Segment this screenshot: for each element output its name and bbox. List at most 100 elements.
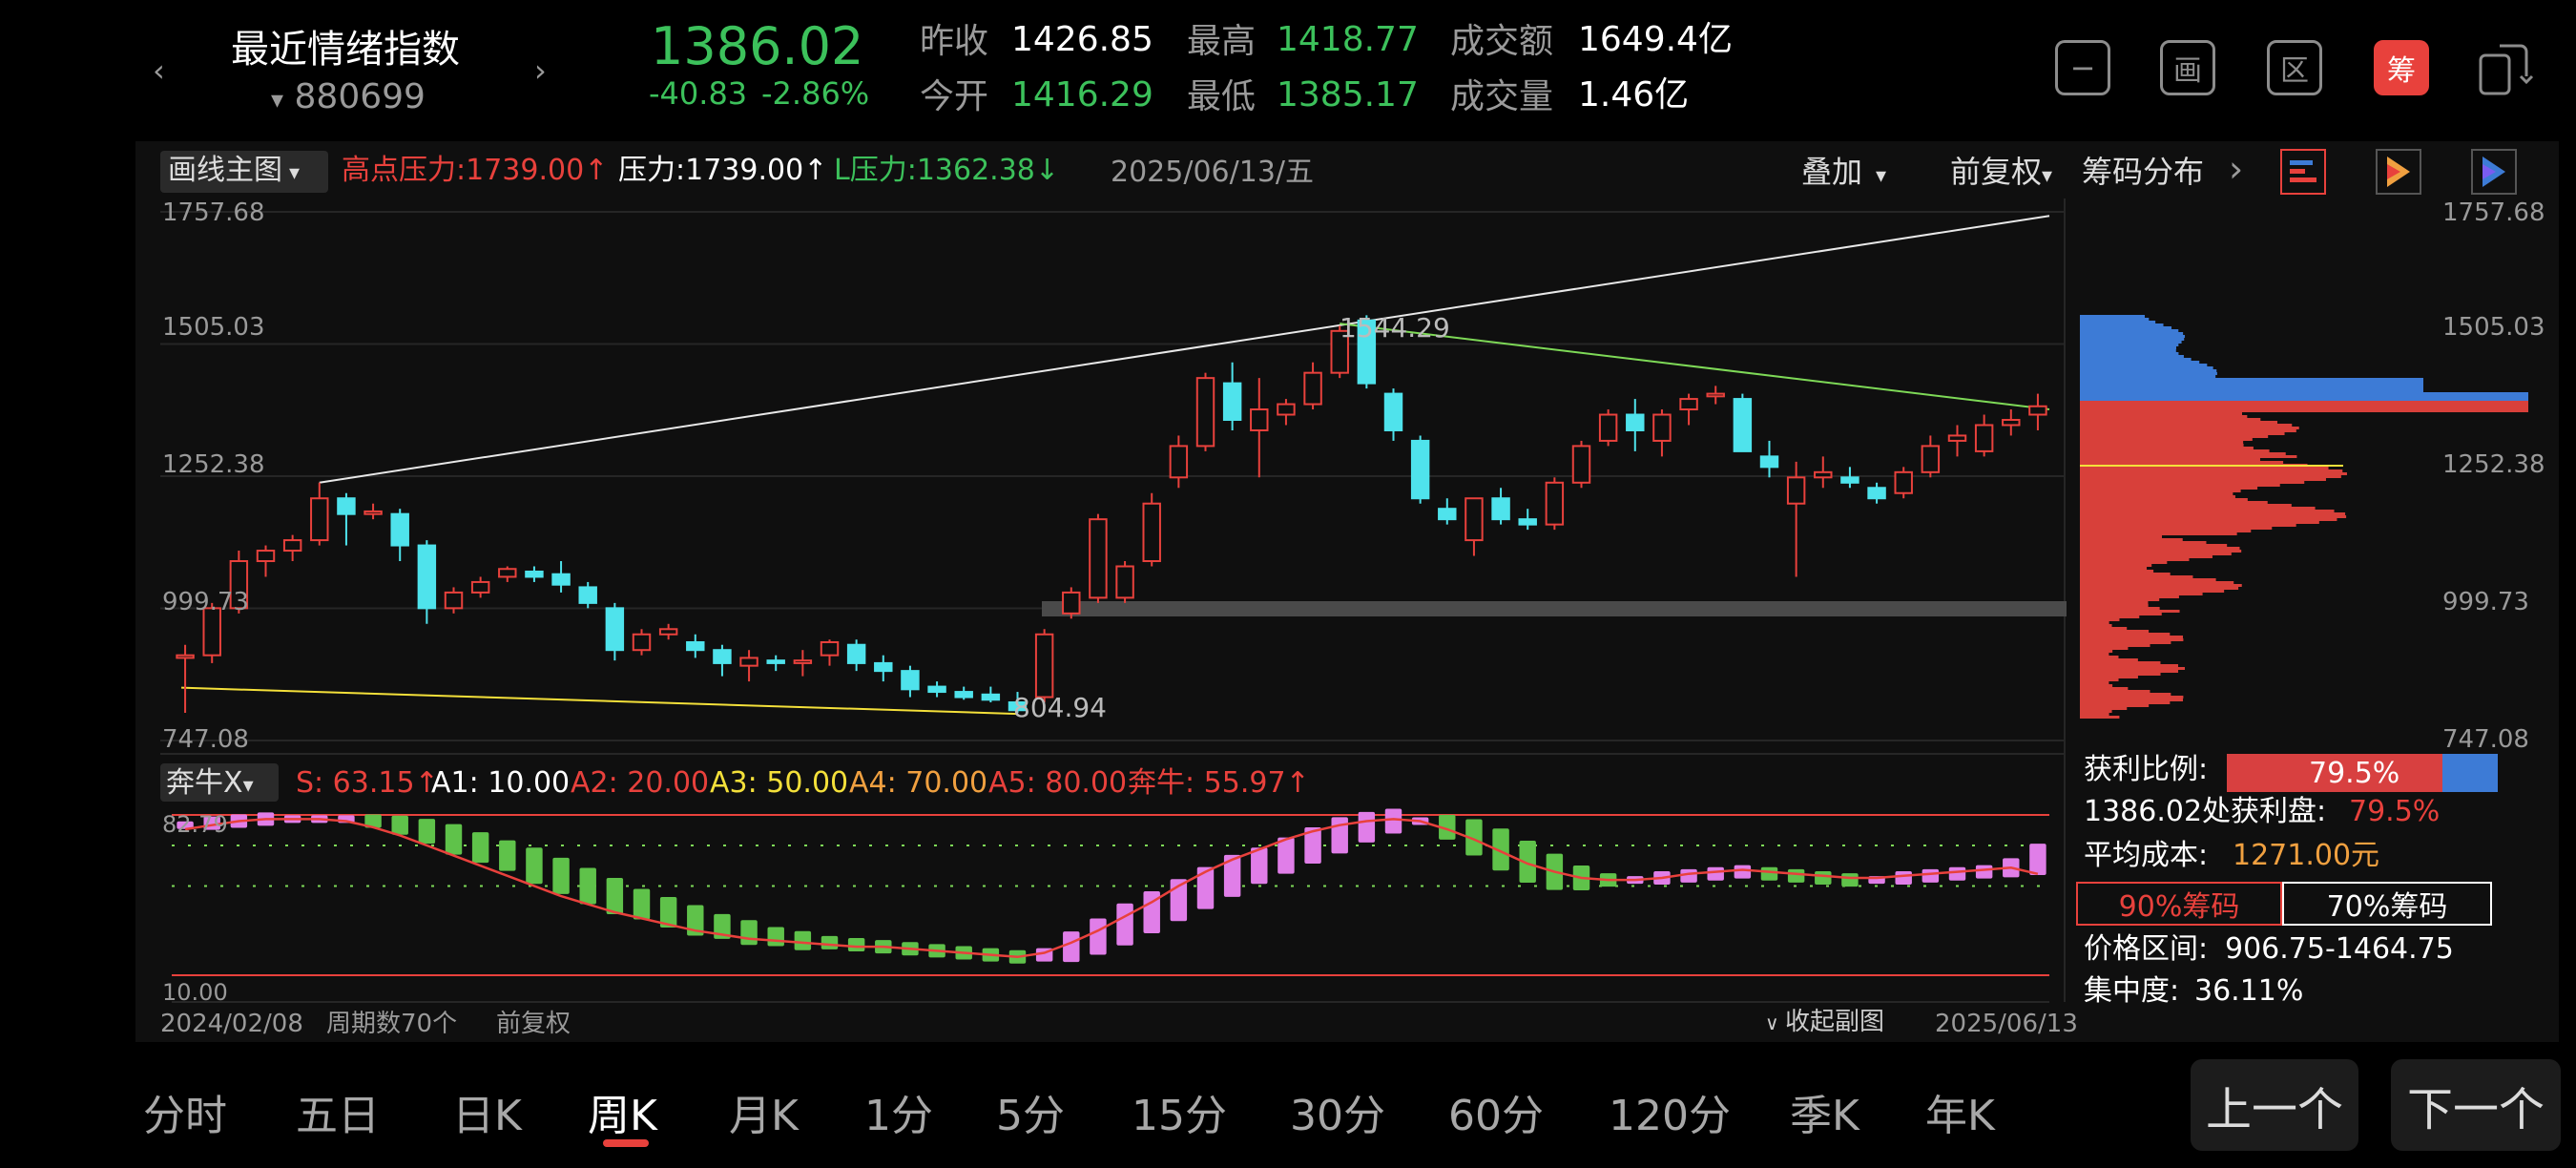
indicator-name[interactable]: 奔牛X▾	[166, 766, 254, 800]
candle-body	[525, 570, 544, 578]
candle-body	[713, 649, 732, 664]
main-chart-label[interactable]: 画线主图 ▾	[168, 154, 301, 187]
support-zone-band	[1042, 601, 2067, 616]
chip-bar	[2080, 495, 2235, 498]
tab-60min[interactable]: 60分	[1448, 1092, 1544, 1140]
prev-button[interactable]: 上一个	[2191, 1059, 2358, 1151]
tab-1min[interactable]: 1分	[864, 1092, 933, 1140]
range-button[interactable]: 区	[2267, 40, 2322, 95]
indicator-bar	[391, 815, 408, 835]
chip-bar	[2080, 447, 2254, 449]
profit-at-value: 79.5%	[2349, 795, 2441, 828]
chip-bar	[2080, 532, 2237, 535]
tab-week-k[interactable]: 周K	[588, 1092, 657, 1140]
tab-day-k[interactable]: 日K	[452, 1092, 522, 1140]
dropdown-icon: ▾	[2042, 164, 2053, 188]
tab-15min[interactable]: 15分	[1132, 1092, 1227, 1140]
chip-bar	[2080, 664, 2178, 667]
tab-90-chips[interactable]: 90%筹码	[2076, 882, 2282, 926]
main-chart-selector[interactable]	[160, 151, 328, 193]
candle-body	[1894, 470, 1913, 494]
overlay-menu[interactable]: 叠加 ▾	[1801, 154, 1887, 190]
chip-bar	[2080, 561, 2168, 564]
tab-month-k[interactable]: 月K	[729, 1092, 799, 1140]
candle-body	[1491, 497, 1510, 521]
tab-year-k[interactable]: 年K	[1925, 1092, 1995, 1140]
indicator-bar	[579, 867, 596, 905]
chips-view-1-button[interactable]	[2280, 149, 2326, 195]
candle-body	[229, 560, 249, 610]
indicator-bar	[1384, 808, 1402, 834]
upper-trend-line	[319, 215, 2050, 484]
chip-bar	[2080, 427, 2299, 429]
chip-bar	[2080, 375, 2216, 378]
chevron-right-icon[interactable]: ›	[2229, 148, 2244, 190]
candle-body	[176, 654, 195, 659]
draw-button[interactable]: 画	[2160, 40, 2215, 95]
indicator-bar	[1895, 870, 1912, 885]
candle-body	[256, 550, 276, 563]
adjust-menu[interactable]: 前复权▾	[1950, 154, 2053, 190]
candle-body	[846, 643, 866, 664]
chip-bar	[2080, 699, 2184, 701]
chip-bar	[2080, 547, 2240, 550]
tab-season-k[interactable]: 季K	[1790, 1092, 1859, 1140]
chip-bar	[2080, 613, 2162, 615]
chip-bar	[2080, 415, 2248, 418]
prev-stock-arrow-icon[interactable]: ‹	[153, 52, 165, 89]
indicator-selector[interactable]	[160, 763, 279, 802]
support-line	[181, 686, 1018, 716]
chip-bar	[2080, 681, 2109, 684]
chip-bar	[2080, 432, 2285, 435]
minimize-button[interactable]: −	[2055, 40, 2110, 95]
screen-switch-button[interactable]	[2477, 38, 2534, 97]
candle-body	[1465, 497, 1484, 542]
tab-30min[interactable]: 30分	[1290, 1092, 1385, 1140]
index-code[interactable]: ▾ 880699	[271, 77, 426, 116]
indicator-bar	[471, 832, 489, 864]
candle-body	[1840, 476, 1859, 484]
chip-bar	[2080, 535, 2162, 538]
candle-body	[310, 497, 329, 542]
collapse-subchart-button[interactable]: ∨ 收起副图	[1765, 1008, 1885, 1036]
next-button[interactable]: 下一个	[2391, 1059, 2561, 1151]
chip-bar	[2080, 558, 2190, 561]
indicator-bar	[847, 938, 865, 952]
y-axis-tick: 1757.68	[162, 198, 265, 227]
chip-bar	[2080, 593, 2203, 595]
chips-icon: 筹	[2387, 54, 2416, 88]
tab-5min[interactable]: 5分	[996, 1092, 1065, 1140]
price-range-label: 价格区间:	[2084, 932, 2209, 966]
chip-bar	[2080, 392, 2528, 395]
indicator-bar	[633, 888, 651, 920]
tab-wuri[interactable]: 五日	[296, 1092, 380, 1140]
chip-bar	[2080, 573, 2171, 575]
chip-bar	[2080, 515, 2347, 518]
chip-bar	[2080, 707, 2128, 710]
chip-bar	[2080, 381, 2423, 384]
candle-body	[1598, 413, 1618, 442]
candle-body	[1759, 455, 1779, 469]
y-axis-tick-right: 1252.38	[2442, 450, 2545, 479]
price-change: -40.83	[649, 75, 748, 112]
tab-120min[interactable]: 120分	[1609, 1092, 1731, 1140]
chip-bar	[2080, 326, 2172, 329]
avg-cost-label: 平均成本:	[2084, 839, 2209, 872]
chips-view-3-button[interactable]	[2471, 149, 2517, 195]
chip-bar	[2080, 512, 2346, 515]
candle-body	[470, 580, 490, 594]
chips-button[interactable]: 筹	[2374, 40, 2429, 95]
candle-body	[1089, 518, 1108, 599]
indicator-bar	[418, 819, 436, 845]
indicator-bar	[2029, 844, 2046, 875]
next-stock-arrow-icon[interactable]: ›	[534, 52, 547, 89]
chips-view-2-button[interactable]	[2376, 149, 2421, 195]
chip-bar	[2080, 653, 2109, 656]
indicator-chart	[172, 808, 2049, 1003]
tab-70-chips[interactable]: 70%筹码	[2282, 882, 2492, 926]
tab-fenshi[interactable]: 分时	[143, 1092, 227, 1140]
chip-bar	[2080, 527, 2273, 530]
indicator-a1: A1: 10.00	[431, 766, 571, 800]
indicator-bar	[445, 824, 463, 855]
